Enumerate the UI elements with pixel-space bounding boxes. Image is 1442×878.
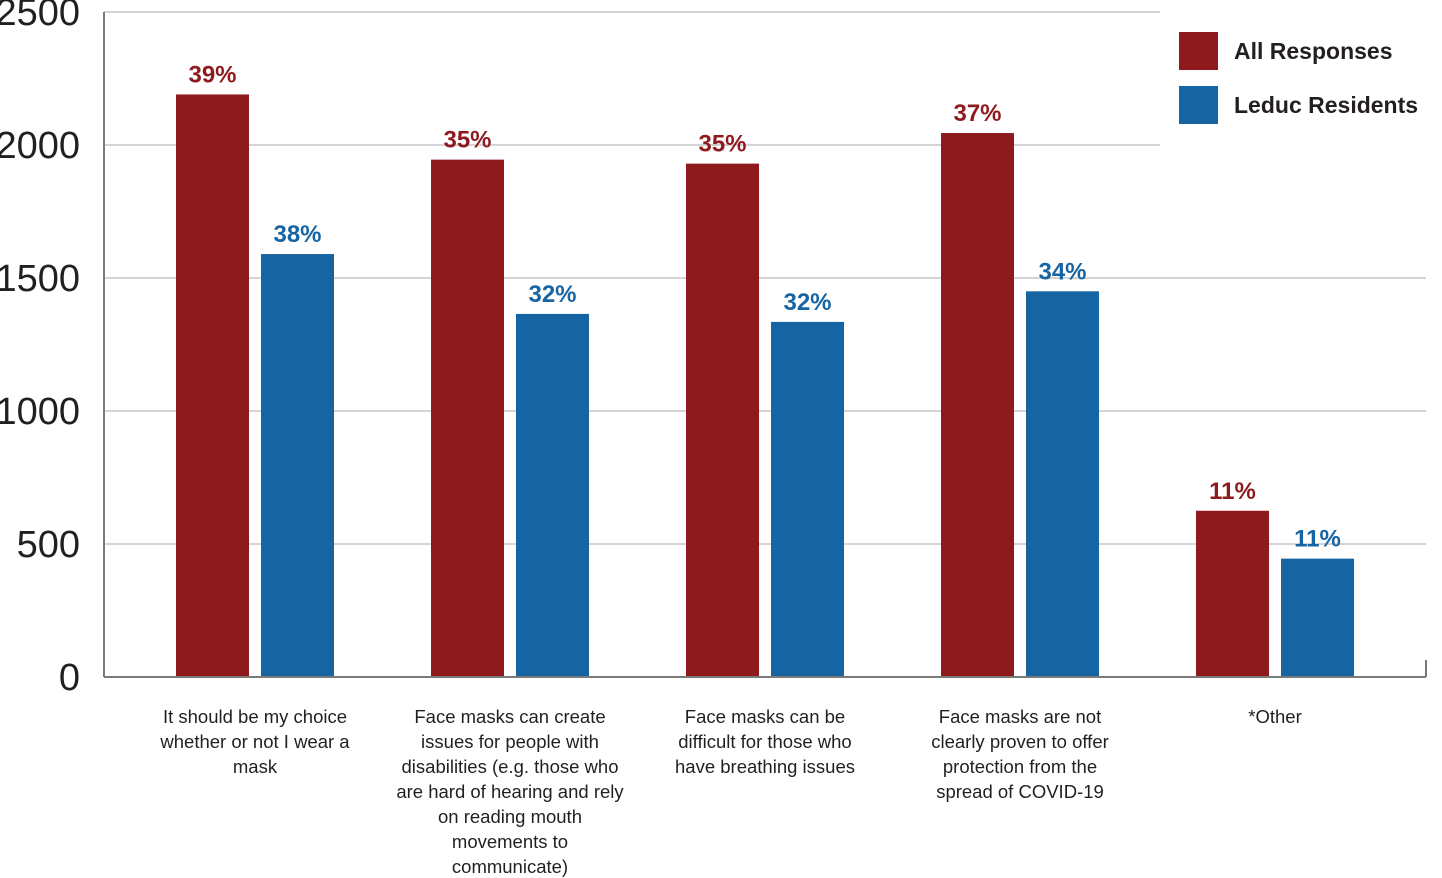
bar-value-label: 32% bbox=[528, 281, 576, 308]
category-label: Face masks are not clearly proven to offe… bbox=[931, 706, 1109, 802]
bar-all-responses bbox=[686, 163, 759, 677]
category-label-line: disabilities (e.g. those who bbox=[402, 756, 619, 777]
category-label-line: *Other bbox=[1248, 706, 1301, 727]
bar-value-label: 37% bbox=[953, 100, 1001, 127]
category-label: Face masks can create issues for people w… bbox=[396, 706, 624, 877]
bar-leduc-residents bbox=[1026, 291, 1099, 677]
legend-label: All Responses bbox=[1234, 38, 1393, 64]
bar-leduc-residents bbox=[771, 321, 844, 677]
axes bbox=[103, 12, 1427, 678]
y-tick-label: 0 bbox=[59, 657, 80, 699]
legend: All Responses Leduc Residents bbox=[1160, 6, 1442, 148]
bar-value-labels: 39% 38% 35% 32% 35% 32% 37% 34% 11% 11% bbox=[188, 61, 1340, 552]
bar-leduc-residents bbox=[1281, 558, 1354, 677]
legend-label: Leduc Residents bbox=[1234, 92, 1418, 118]
bar-all-responses bbox=[176, 94, 249, 677]
y-tick-label: 1000 bbox=[0, 391, 80, 433]
category-label-line: clearly proven to offer bbox=[931, 731, 1109, 752]
legend-swatch bbox=[1179, 32, 1218, 70]
category-label-line: are hard of hearing and rely bbox=[396, 781, 624, 802]
category-label-line: difficult for those who bbox=[678, 731, 851, 752]
legend-background bbox=[1160, 6, 1442, 148]
category-label-line: have breathing issues bbox=[675, 756, 855, 777]
category-label-line: Face masks can create bbox=[414, 706, 605, 727]
bar-all-responses bbox=[941, 133, 1014, 677]
bar-all-responses bbox=[1196, 510, 1269, 677]
y-axis-tick-labels: 0 500 1000 1500 2000 2500 bbox=[0, 0, 80, 699]
category-label: *Other bbox=[1248, 706, 1301, 727]
category-label-line: mask bbox=[233, 756, 278, 777]
category-label-line: on reading mouth bbox=[438, 806, 582, 827]
category-label: It should be my choice whether or not I w… bbox=[159, 706, 350, 777]
bar-value-label: 35% bbox=[443, 127, 491, 154]
legend-swatch bbox=[1179, 86, 1218, 124]
category-label-line: Face masks can be bbox=[685, 706, 845, 727]
category-label-line: It should be my choice bbox=[163, 706, 347, 727]
bar-value-label: 11% bbox=[1294, 526, 1341, 553]
category-label-line: communicate) bbox=[452, 856, 568, 877]
bar-all-responses bbox=[431, 159, 504, 677]
bar-leduc-residents bbox=[516, 313, 589, 677]
bar-value-label: 39% bbox=[188, 61, 236, 88]
y-tick-label: 2000 bbox=[0, 125, 80, 167]
y-tick-label: 2500 bbox=[0, 0, 80, 34]
category-label-line: movements to bbox=[452, 831, 568, 852]
bar-value-label: 32% bbox=[783, 289, 831, 316]
category-label: Face masks can be difficult for those who… bbox=[675, 706, 855, 777]
category-label-line: whether or not I wear a bbox=[159, 731, 350, 752]
y-tick-label: 500 bbox=[17, 524, 80, 566]
category-label-line: issues for people with bbox=[421, 731, 599, 752]
bars bbox=[176, 94, 1354, 677]
category-label-line: spread of COVID-19 bbox=[936, 781, 1104, 802]
y-tick-label: 1500 bbox=[0, 258, 80, 300]
category-labels: It should be my choice whether or not I w… bbox=[159, 706, 1301, 877]
bar-value-label: 11% bbox=[1209, 478, 1256, 505]
bar-value-label: 38% bbox=[273, 221, 321, 248]
bar-leduc-residents bbox=[261, 254, 334, 677]
category-label-line: Face masks are not bbox=[939, 706, 1101, 727]
bar-value-label: 35% bbox=[698, 131, 746, 158]
category-label-line: protection from the bbox=[943, 756, 1097, 777]
bar-value-label: 34% bbox=[1038, 258, 1086, 285]
